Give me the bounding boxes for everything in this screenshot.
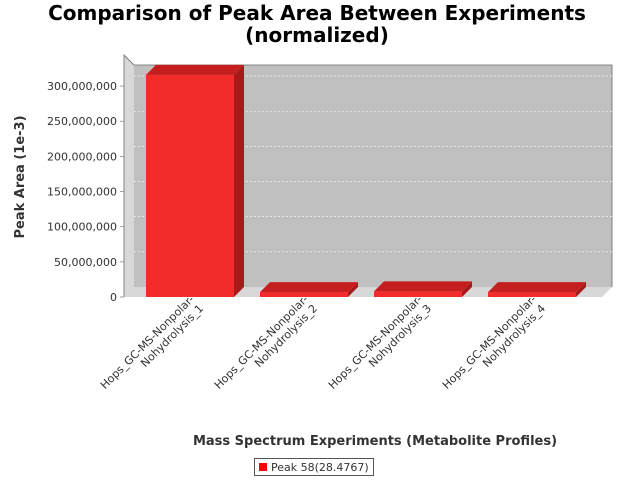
chart-title-line1: Comparison of Peak Area Between Experime… — [48, 1, 586, 25]
x-tick-label-line: Hops_GC-MS-Nonpolar- — [212, 293, 311, 392]
legend-label: Peak 58(28.4767) — [271, 460, 369, 474]
y-tick-label: 100,000,000 — [47, 221, 117, 234]
bar — [146, 64, 244, 297]
bar-top — [488, 282, 586, 293]
bar-side — [234, 64, 244, 297]
plot-left-wall — [124, 55, 134, 297]
x-tick-label-line: Hops_GC-MS-Nonpolar- — [440, 293, 539, 392]
y-axis-ticks: 0 50,000,000 100,000,000 150,000,000 200,000… — [47, 55, 125, 304]
bar-side — [576, 282, 586, 297]
x-tick-label-line: Hops_GC-MS-Nonpolar- — [326, 293, 425, 392]
y-tick-label: 300,000,000 — [47, 80, 117, 93]
bar-front — [488, 292, 576, 297]
x-tick-label-line: Hops_GC-MS-Nonpolar- — [98, 293, 197, 392]
y-tick-label: 200,000,000 — [47, 150, 117, 163]
bar — [488, 282, 586, 297]
bar-front — [260, 292, 348, 297]
bar-front — [374, 291, 462, 297]
x-tick-label: Hops_GC-MS-Nonpolar-Nohydrolysis_4 — [440, 293, 548, 392]
x-tick-label: Hops_GC-MS-Nonpolar-Nohydrolysis_3 — [326, 293, 434, 392]
y-tick-label: 250,000,000 — [47, 115, 117, 128]
bar — [374, 281, 472, 297]
y-tick-label: 150,000,000 — [47, 186, 117, 199]
x-tick-label: Hops_GC-MS-Nonpolar-Nohydrolysis_2 — [212, 293, 320, 392]
x-tick-label: Hops_GC-MS-Nonpolar-Nohydrolysis_1 — [98, 293, 206, 392]
bar-top — [374, 281, 472, 292]
bar-front — [146, 74, 234, 297]
bar — [260, 282, 358, 297]
y-tick-label: 50,000,000 — [54, 256, 117, 269]
legend-swatch — [259, 463, 267, 471]
bar-side — [348, 282, 358, 297]
chart-title-line2: (normalized) — [245, 23, 389, 47]
x-axis-title: Mass Spectrum Experiments (Metabolite Pr… — [193, 434, 557, 449]
bar-top — [260, 282, 358, 293]
y-axis-title: Peak Area (1e-3) — [13, 115, 28, 238]
y-tick-label: 0 — [110, 291, 117, 304]
x-axis-labels: Hops_GC-MS-Nonpolar-Nohydrolysis_1 Hops_G… — [98, 293, 548, 392]
bar-side — [462, 281, 472, 297]
legend: Peak 58(28.4767) — [254, 458, 374, 476]
bars — [146, 64, 586, 297]
bar-top — [146, 64, 244, 75]
